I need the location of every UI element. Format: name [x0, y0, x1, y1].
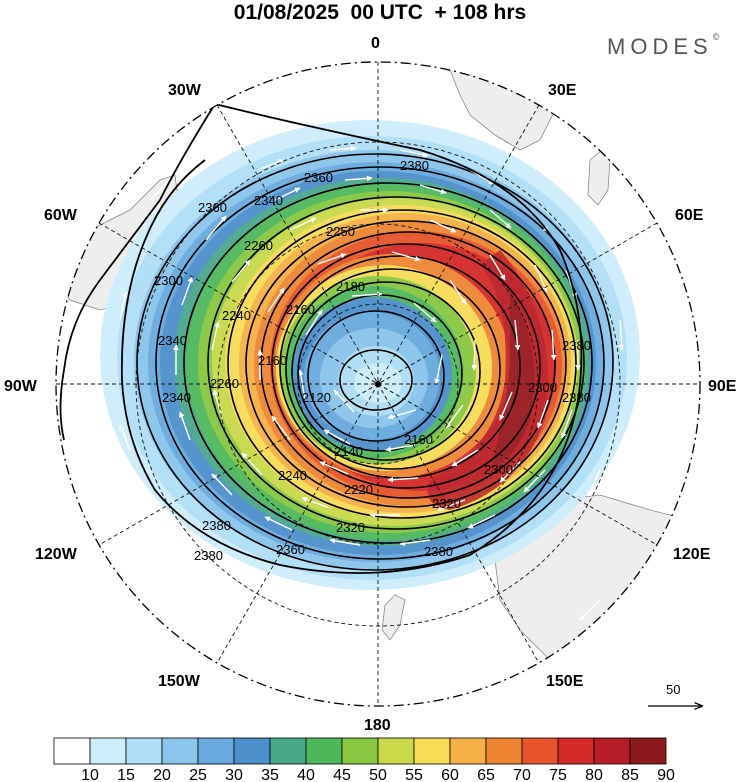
- colorbar-label: 25: [189, 767, 207, 782]
- longitude-labels: 0 30E 60E 90E 120E 150E 180 150W 120W 90…: [4, 35, 737, 734]
- contour-label: 2260: [210, 376, 239, 391]
- copyright-mark: ©: [712, 32, 720, 42]
- colorbar-label: 30: [225, 767, 243, 782]
- colorbar-label: 20: [153, 767, 171, 782]
- colorbar-label: 75: [549, 767, 567, 782]
- contour-label: 2120: [302, 390, 331, 405]
- colorbar-swatch: [629, 737, 667, 765]
- colorbar-label: 50: [369, 767, 387, 782]
- lon-label-150e: 150E: [546, 673, 584, 690]
- colorbar-swatch: [269, 737, 307, 765]
- wind-speed-shading: [100, 120, 640, 590]
- south-pole-marker: [375, 381, 381, 387]
- contour-label-group: 2360 2340 2360 2260 2250 2180 2160 2300 …: [154, 158, 591, 563]
- contour-label: 2140: [334, 444, 363, 459]
- contour-label: 2160: [286, 302, 315, 317]
- lon-label-60w: 60W: [44, 207, 78, 224]
- contour-label: 2160: [404, 432, 433, 447]
- colorbar-label: 10: [81, 767, 99, 782]
- lon-label-150w: 150W: [158, 673, 201, 690]
- colorbar: 10 15 20 25 30 35 40 45 50 55 60 65 70 75 80 85 90: [53, 737, 675, 782]
- contour-label: 2380: [400, 158, 429, 173]
- colorbar-swatch: [53, 737, 91, 765]
- colorbar-swatch: [197, 737, 235, 765]
- contour-label: 2180: [336, 279, 365, 294]
- lon-label-60e: 60E: [675, 207, 704, 224]
- lon-label-120w: 120W: [35, 546, 78, 563]
- contour-label: 2300: [528, 380, 557, 395]
- colorbar-label: 45: [333, 767, 351, 782]
- colorbar-label: 65: [477, 767, 495, 782]
- colorbar-swatch: [521, 737, 559, 765]
- colorbar-label: 15: [117, 767, 135, 782]
- contour-label: 2300: [154, 273, 183, 288]
- colorbar-swatch: [125, 737, 163, 765]
- brand-name: MODES: [607, 34, 713, 59]
- lon-label-30e: 30E: [548, 82, 577, 99]
- lon-label-90w: 90W: [4, 378, 38, 395]
- contour-label: 2380: [424, 544, 453, 559]
- outer-contours: [59, 103, 583, 574]
- colorbar-label: 90: [657, 767, 675, 782]
- contour-label: 2360: [276, 542, 305, 557]
- lon-label-30w: 30W: [168, 82, 202, 99]
- contour-label: 2240: [278, 468, 307, 483]
- colorbar-label: 70: [513, 767, 531, 782]
- lon-label-90e: 90E: [708, 378, 737, 395]
- colorbar-swatch: [557, 737, 595, 765]
- contour-label: 2240: [222, 308, 251, 323]
- contour-label: 2360: [198, 200, 227, 215]
- colorbar-swatch: [377, 737, 415, 765]
- colorbar-swatch: [305, 737, 343, 765]
- colorbar-swatch: [161, 737, 199, 765]
- map-disk: [56, 62, 700, 706]
- map-title: 01/08/2025 00 UTC + 108 hrs: [233, 1, 527, 24]
- contour-label: 2380: [202, 518, 231, 533]
- contour-label: 2380: [562, 338, 591, 353]
- colorbar-label: 40: [297, 767, 315, 782]
- lon-label-120e: 120E: [673, 546, 711, 563]
- colorbar-label: 80: [585, 767, 603, 782]
- colorbar-swatch: [485, 737, 523, 765]
- lon-label-0: 0: [371, 35, 380, 52]
- contour-label: 2380: [194, 548, 223, 563]
- colorbar-swatch: [341, 737, 379, 765]
- contour-label: 2380: [562, 390, 591, 405]
- colorbar-label: 85: [621, 767, 639, 782]
- colorbar-swatch: [89, 737, 127, 765]
- contour-label: 2220: [344, 482, 373, 497]
- contour-label: 2260: [244, 238, 273, 253]
- lon-label-180: 180: [364, 717, 391, 734]
- colorbar-label: 35: [261, 767, 279, 782]
- colorbar-label: 60: [441, 767, 459, 782]
- colorbar-label: 55: [405, 767, 423, 782]
- modes-logo: MODES©: [607, 32, 720, 60]
- reference-vector: 50: [648, 682, 702, 706]
- colorbar-swatch: [449, 737, 487, 765]
- height-contours: [136, 153, 614, 571]
- reference-vector-label: 50: [666, 682, 680, 697]
- colorbar-swatch: [413, 737, 451, 765]
- colorbar-swatch: [593, 737, 631, 765]
- wind-vectors: [119, 104, 661, 655]
- contour-label: 2250: [326, 224, 355, 239]
- contour-label: 2320: [336, 520, 365, 535]
- contour-label: 2320: [432, 496, 461, 511]
- contour-label: 2160: [258, 353, 287, 368]
- map-boundary: [55, 61, 701, 707]
- contour-label: 2340: [162, 390, 191, 405]
- colorbar-swatch: [233, 737, 271, 765]
- contour-label: 2360: [304, 170, 333, 185]
- contour-label: 2300: [484, 462, 513, 477]
- contour-label: 2340: [254, 193, 283, 208]
- contour-label: 2340: [158, 333, 187, 348]
